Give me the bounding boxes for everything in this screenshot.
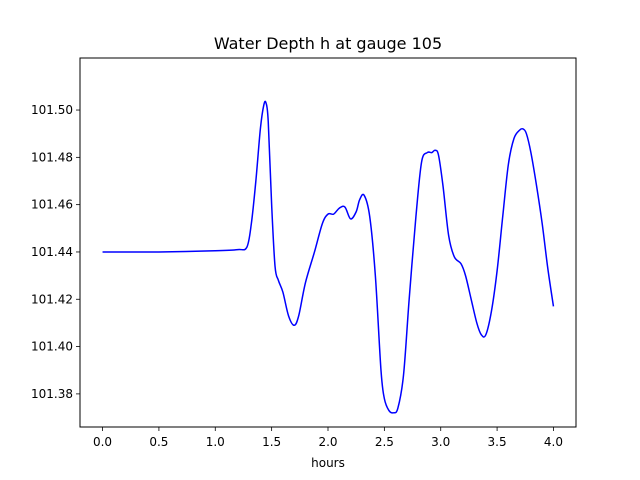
y-tick-label: 101.40 bbox=[31, 340, 73, 354]
x-tick-label: 3.0 bbox=[431, 435, 450, 449]
y-tick-label: 101.46 bbox=[31, 198, 73, 212]
x-tick-label: 3.5 bbox=[488, 435, 507, 449]
line-layer bbox=[102, 100, 555, 414]
y-tick-label: 101.48 bbox=[31, 150, 73, 164]
x-tick-label: 1.0 bbox=[206, 435, 225, 449]
y-axis-ticks: 101.38 101.40 101.42 101.44 101.46 101.48 101.… bbox=[31, 103, 80, 401]
series-line-0 bbox=[102, 100, 555, 414]
x-tick-label: 2.5 bbox=[375, 435, 394, 449]
x-tick-label: 1.5 bbox=[262, 435, 281, 449]
x-axis-ticks: 0.0 0.5 1.0 1.5 2.0 2.5 3.0 3.5 4.0 bbox=[93, 427, 563, 449]
y-tick-label: 101.44 bbox=[31, 245, 73, 259]
x-tick-label: 0.0 bbox=[93, 435, 112, 449]
x-tick-label: 4.0 bbox=[544, 435, 563, 449]
y-tick-label: 101.50 bbox=[31, 103, 73, 117]
x-axis-label: hours bbox=[311, 456, 345, 470]
chart-title: Water Depth h at gauge 105 bbox=[214, 34, 442, 53]
x-tick-label: 2.0 bbox=[318, 435, 337, 449]
y-tick-label: 101.42 bbox=[31, 292, 73, 306]
x-tick-label: 0.5 bbox=[149, 435, 168, 449]
y-tick-label: 101.38 bbox=[31, 387, 73, 401]
